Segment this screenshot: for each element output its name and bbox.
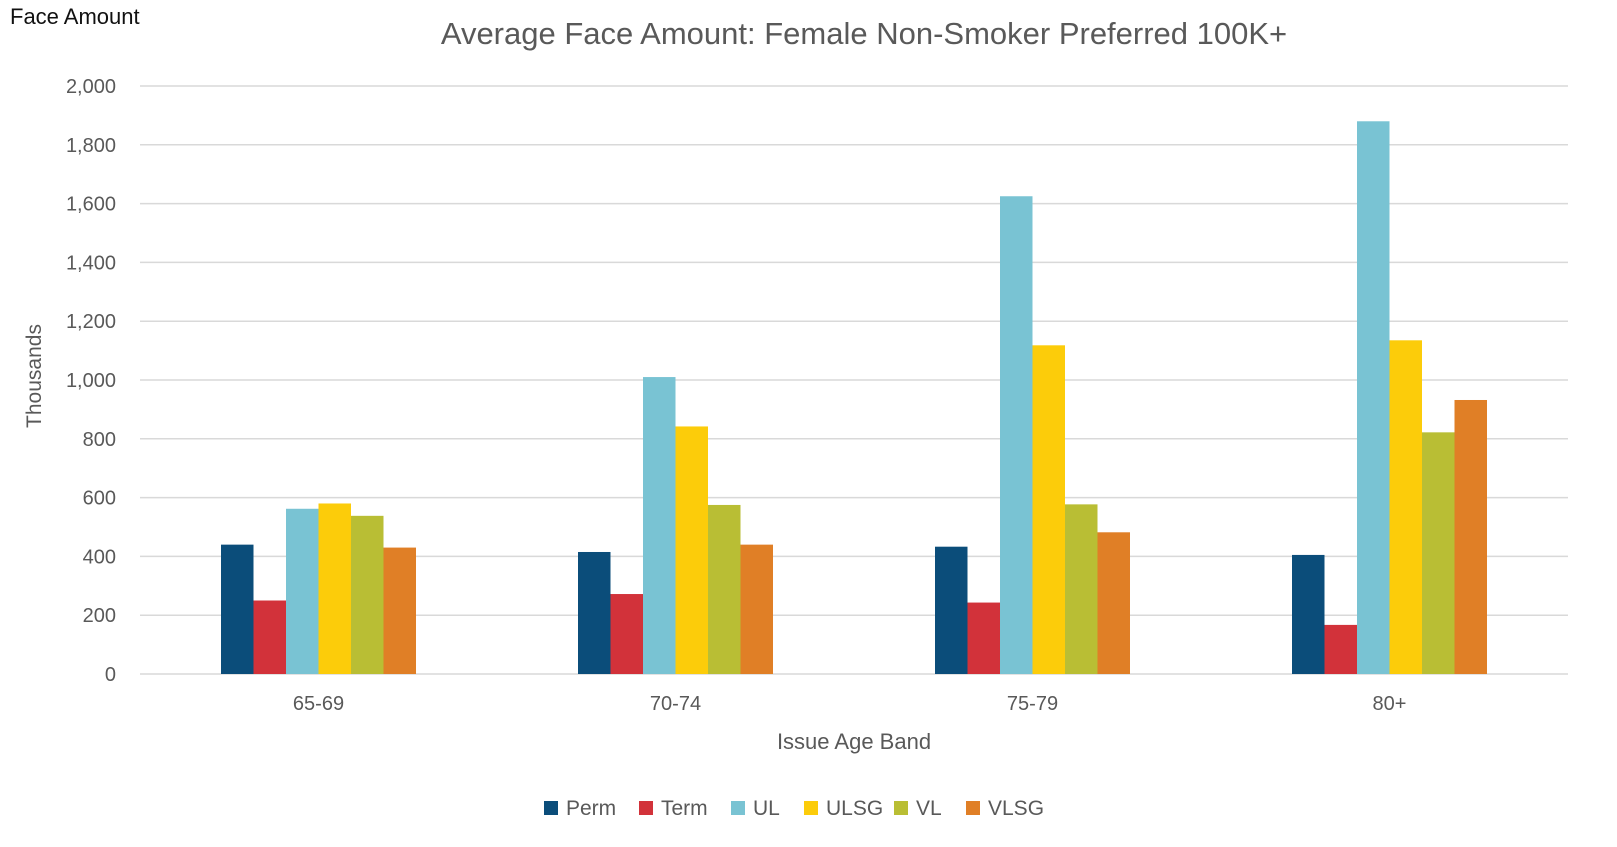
legend-label-vl: VL	[916, 797, 942, 820]
bar-vl-80plus	[1422, 432, 1455, 674]
legend-label-ul: UL	[753, 797, 780, 820]
legend-swatch-vlsg	[966, 801, 980, 815]
bar-perm-75-79	[935, 546, 968, 674]
bar-term-80plus	[1324, 624, 1357, 674]
legend-swatch-ul	[731, 801, 745, 815]
y-tick-label: 1,000	[66, 370, 116, 392]
x-tick-label: 65-69	[293, 693, 344, 715]
bar-ulsg-70-74	[675, 426, 708, 674]
y-tick-label: 400	[83, 546, 116, 568]
bar-ul-65-69	[286, 508, 319, 674]
y-tick-label: 2,000	[66, 76, 116, 98]
y-axis-title: Thousands	[23, 324, 46, 428]
bar-vlsg-65-69	[383, 547, 416, 674]
corner-label: Face Amount	[10, 4, 140, 29]
bar-ulsg-80plus	[1389, 340, 1422, 674]
bar-ul-80plus	[1357, 121, 1390, 674]
x-tick-label: 70-74	[650, 693, 701, 715]
y-tick-label: 1,800	[66, 135, 116, 157]
legend-swatch-term	[639, 801, 653, 815]
legend-label-ulsg: ULSG	[826, 797, 883, 820]
bar-term-70-74	[610, 594, 643, 674]
y-tick-label: 600	[83, 488, 116, 510]
bar-perm-70-74	[578, 551, 611, 674]
bar-vl-65-69	[351, 515, 384, 674]
bar-perm-65-69	[221, 544, 254, 674]
bar-term-75-79	[967, 602, 1000, 674]
bar-perm-80plus	[1292, 554, 1325, 674]
legend-swatch-vl	[894, 801, 908, 815]
y-tick-label: 1,400	[66, 252, 116, 274]
bar-vlsg-70-74	[740, 544, 773, 674]
y-tick-label: 1,600	[66, 194, 116, 216]
x-tick-label: 75-79	[1007, 693, 1058, 715]
bar-vl-70-74	[708, 504, 741, 674]
legend-label-term: Term	[661, 797, 708, 820]
bar-vl-75-79	[1065, 504, 1098, 674]
bar-ul-70-74	[643, 377, 676, 674]
bar-ul-75-79	[1000, 196, 1033, 674]
y-tick-label: 0	[105, 664, 116, 686]
bar-ulsg-75-79	[1032, 345, 1065, 674]
legend-swatch-ulsg	[804, 801, 818, 815]
bar-vlsg-75-79	[1097, 532, 1130, 674]
bar-vlsg-80plus	[1454, 399, 1487, 674]
bar-ulsg-65-69	[318, 503, 351, 674]
x-tick-label: 80+	[1373, 693, 1407, 715]
y-tick-label: 200	[83, 605, 116, 627]
y-tick-label: 1,200	[66, 311, 116, 333]
y-tick-label: 800	[83, 429, 116, 451]
chart-title: Average Face Amount: Female Non-Smoker P…	[441, 16, 1287, 51]
x-axis-title: Issue Age Band	[777, 729, 931, 754]
legend-label-vlsg: VLSG	[988, 797, 1044, 820]
bar-term-65-69	[253, 600, 286, 674]
legend-label-perm: Perm	[566, 797, 616, 820]
legend-swatch-perm	[544, 801, 558, 815]
